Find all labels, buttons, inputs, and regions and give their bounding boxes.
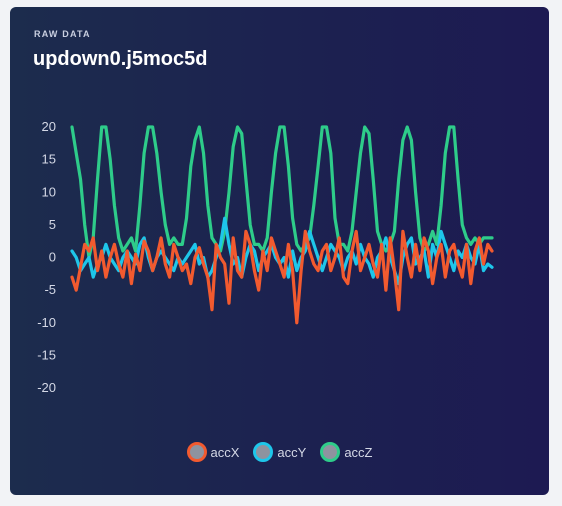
chart-legend: accX accY accZ <box>10 442 549 462</box>
y-tick-label: 0 <box>49 250 56 265</box>
y-tick-label: 5 <box>49 217 56 232</box>
legend-label: accY <box>277 444 307 460</box>
y-axis: 20 15 10 5 0 -5 -10 -15 -20 <box>37 119 56 395</box>
series-line-accz <box>70 125 494 260</box>
y-tick-label: 15 <box>42 152 56 167</box>
legend-item-accy[interactable]: accY <box>253 442 306 462</box>
series-line-accx <box>70 229 494 325</box>
card-eyebrow: RAW DATA <box>34 29 91 39</box>
card-title: updown0.j5moc5d <box>33 48 208 70</box>
legend-swatch-icon <box>253 442 274 462</box>
plot-area <box>70 125 494 325</box>
legend-swatch-icon <box>186 442 207 462</box>
legend-label: accZ <box>344 444 373 460</box>
y-tick-label: 10 <box>42 184 56 199</box>
y-tick-label: -10 <box>37 315 56 330</box>
y-tick-label: -20 <box>37 380 56 395</box>
y-tick-label: -15 <box>37 347 56 362</box>
legend-label: accX <box>210 444 240 460</box>
y-tick-label: -5 <box>44 282 56 297</box>
chart-card: RAW DATA updown0.j5moc5d 20 15 10 5 0 -5 -10 -1… <box>10 7 549 495</box>
legend-item-accx[interactable]: accX <box>186 442 240 462</box>
legend-item-accz[interactable]: accZ <box>320 442 372 462</box>
legend-swatch-icon <box>320 442 341 462</box>
y-tick-label: 20 <box>42 119 56 134</box>
line-chart: 20 15 10 5 0 -5 -10 -15 -20 <box>37 119 494 395</box>
